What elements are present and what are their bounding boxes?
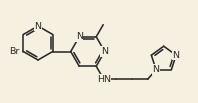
Text: N: N bbox=[153, 65, 160, 74]
Text: HN: HN bbox=[97, 75, 111, 84]
Text: N: N bbox=[34, 22, 42, 30]
Text: Br: Br bbox=[9, 47, 19, 56]
Text: N: N bbox=[76, 32, 83, 41]
Text: N: N bbox=[101, 47, 108, 56]
Text: N: N bbox=[173, 51, 180, 60]
